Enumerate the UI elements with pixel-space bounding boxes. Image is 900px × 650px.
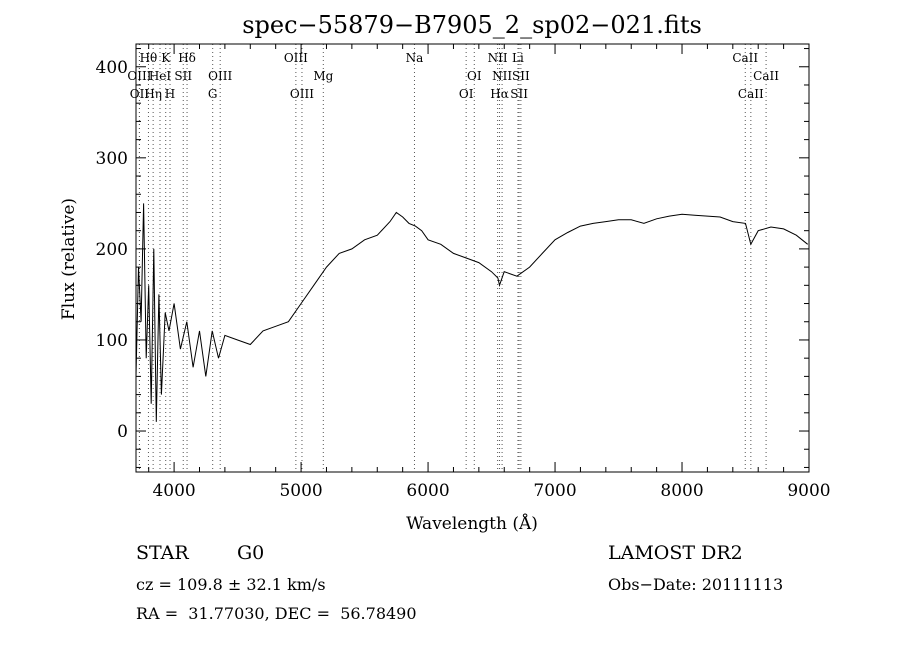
line-label: Hα xyxy=(490,87,509,101)
line-label: OIII xyxy=(127,69,151,83)
line-label: SII xyxy=(174,69,192,83)
line-label: SII xyxy=(510,87,528,101)
spectrum-line xyxy=(135,203,809,422)
y-axis-label: Flux (relative) xyxy=(59,198,79,320)
object-class: STAR xyxy=(136,542,189,564)
line-label: HeI xyxy=(149,69,172,83)
y-tick-label: 200 xyxy=(96,240,128,260)
line-markers xyxy=(138,44,767,472)
line-label: OIII xyxy=(290,87,314,101)
x-tick-label: 7000 xyxy=(533,481,576,501)
x-axis-label: Wavelength (Å) xyxy=(406,513,538,534)
survey-name: LAMOST DR2 xyxy=(608,542,743,564)
line-label: CaII xyxy=(753,69,779,83)
line-label: OIII xyxy=(284,51,308,65)
line-label: OI xyxy=(467,69,482,83)
redshift-value: cz = 109.8 ± 32.1 km/s xyxy=(136,575,326,594)
line-label: OI xyxy=(459,87,474,101)
chart-title: spec−55879−B7905_2_sp02−021.fits xyxy=(242,11,702,39)
line-label: G xyxy=(208,87,218,101)
x-tick-label: 4000 xyxy=(152,481,195,501)
coordinates: RA = 31.77030, DEC = 56.78490 xyxy=(136,604,417,623)
x-tick-label: 6000 xyxy=(406,481,449,501)
line-label: Hη xyxy=(144,87,162,101)
line-label: Hθ xyxy=(140,51,158,65)
line-label: Li xyxy=(512,51,524,65)
line-label: SII xyxy=(512,69,530,83)
plot-frame xyxy=(135,43,810,473)
line-label: CaII xyxy=(732,51,758,65)
y-tick-label: 400 xyxy=(96,58,128,78)
line-label: Hδ xyxy=(178,51,196,65)
line-label: CaII xyxy=(738,87,764,101)
line-label: NII xyxy=(492,69,512,83)
x-tick-label: 9000 xyxy=(787,481,830,501)
y-tick-label: 0 xyxy=(117,422,128,442)
line-label: K xyxy=(161,51,171,65)
y-tick-label: 300 xyxy=(96,149,128,169)
spectrum-series xyxy=(135,203,809,422)
line-label: NII xyxy=(488,51,508,65)
line-label: Mg xyxy=(313,69,333,83)
y-tick-label: 100 xyxy=(96,331,128,351)
line-label: OII xyxy=(130,87,150,101)
line-label: OIII xyxy=(208,69,232,83)
line-label: H xyxy=(165,87,175,101)
axis-ticks: 4000 5000 6000 7000 8000 9000 0 100 200 300 400 xyxy=(96,44,831,501)
x-tick-label: 5000 xyxy=(279,481,322,501)
obs-date: Obs−Date: 20111113 xyxy=(608,575,784,594)
line-label: Na xyxy=(406,51,424,65)
x-tick-label: 8000 xyxy=(660,481,703,501)
object-subclass: G0 xyxy=(237,542,265,564)
